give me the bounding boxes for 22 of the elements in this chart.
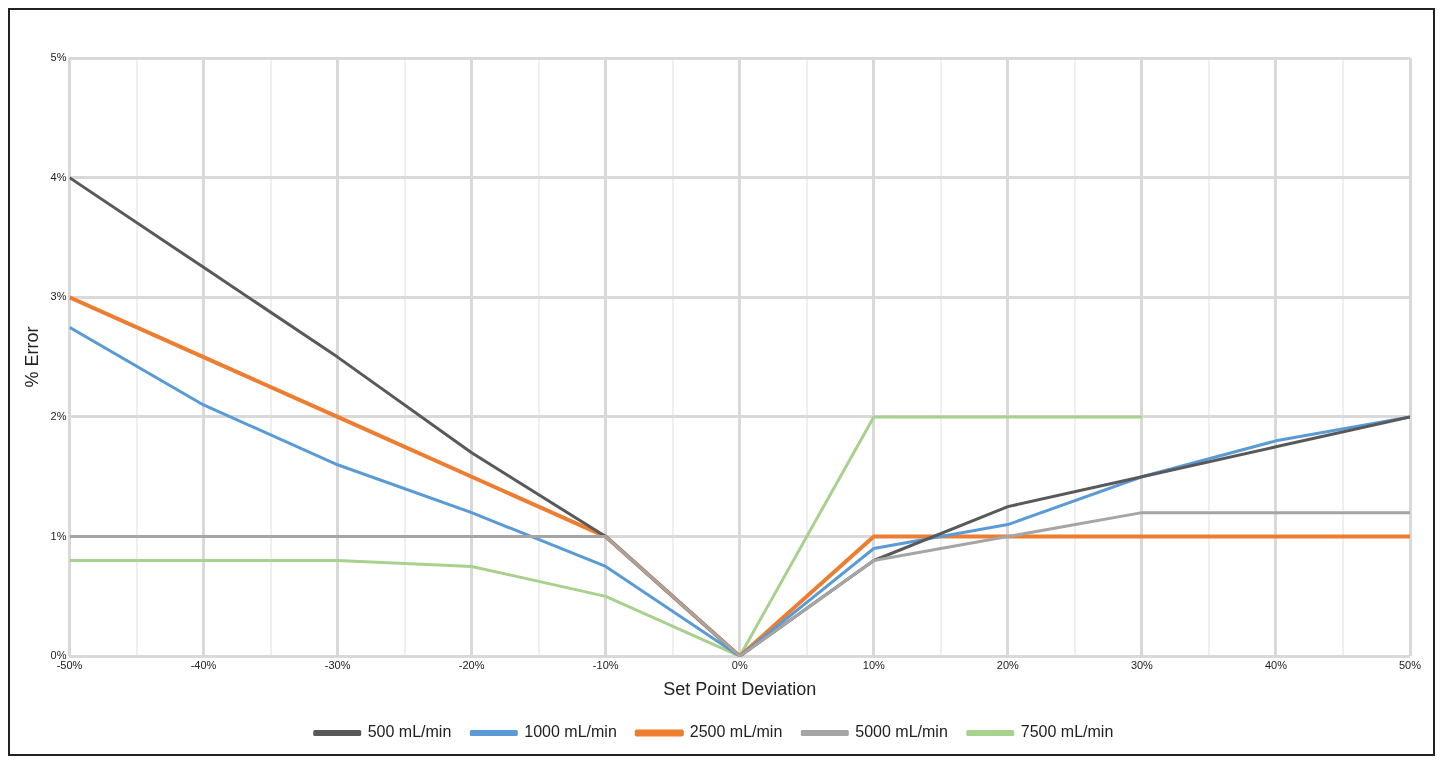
- legend-label: 500 mL/min: [367, 723, 452, 741]
- x-tick-label: 20%: [996, 658, 1020, 671]
- x-tick-label: 0%: [731, 658, 748, 671]
- x-tick-label: -30%: [324, 658, 351, 671]
- x-tick-label: 10%: [862, 658, 886, 671]
- y-axis-title: % Error: [21, 326, 42, 388]
- x-tick-label: -20%: [458, 658, 485, 671]
- legend-label: 1000 mL/min: [524, 723, 617, 741]
- x-tick-label: 40%: [1264, 658, 1288, 671]
- legend-label: 7500 mL/min: [1020, 723, 1114, 741]
- legend-label: 2500 mL/min: [689, 723, 783, 741]
- x-tick-label: 50%: [1398, 658, 1422, 671]
- x-axis-title: Set Point Deviation: [663, 679, 817, 700]
- y-tick-label: 4%: [50, 170, 67, 183]
- y-tick-label: 5%: [50, 51, 67, 64]
- y-tick-label: 2%: [50, 409, 67, 422]
- y-tick-label: 3%: [50, 290, 67, 303]
- x-tick-label: -40%: [190, 658, 217, 671]
- x-tick-label: -10%: [592, 658, 619, 671]
- x-tick-label: 30%: [1130, 658, 1154, 671]
- legend-label: 5000 mL/min: [855, 723, 948, 741]
- y-tick-label: 1%: [50, 529, 67, 542]
